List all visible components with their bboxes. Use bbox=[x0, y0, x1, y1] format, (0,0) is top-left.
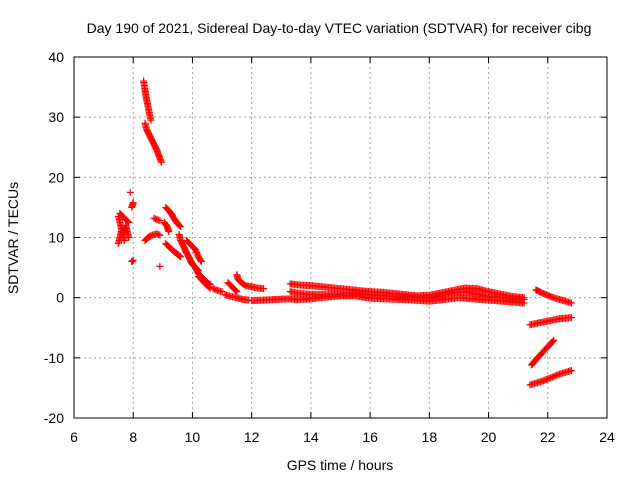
data-point bbox=[567, 299, 575, 307]
x-tick-label: 8 bbox=[129, 429, 137, 445]
data-point bbox=[128, 258, 136, 266]
y-tick-label: 0 bbox=[56, 290, 64, 306]
data-point bbox=[177, 253, 185, 261]
data-point bbox=[550, 372, 558, 380]
data-point bbox=[211, 285, 219, 293]
x-tick-labels: 6 8 10 12 14 16 18 20 22 24 bbox=[70, 429, 615, 445]
data-point bbox=[156, 217, 164, 225]
data-point bbox=[554, 371, 562, 379]
data-point bbox=[539, 377, 547, 385]
data-point bbox=[176, 252, 184, 260]
data-point bbox=[233, 288, 241, 296]
data-point bbox=[547, 374, 555, 382]
data-point bbox=[538, 377, 546, 385]
x-tick-label: 6 bbox=[70, 429, 78, 445]
data-point bbox=[212, 286, 220, 294]
data-point bbox=[197, 258, 205, 266]
y-tick-label: -10 bbox=[44, 350, 64, 366]
data-point bbox=[154, 216, 162, 224]
data-point bbox=[154, 230, 162, 238]
data-point bbox=[549, 337, 557, 345]
x-tick-label: 18 bbox=[422, 429, 438, 445]
data-point bbox=[218, 288, 226, 296]
data-point bbox=[157, 158, 165, 166]
data-point bbox=[156, 262, 164, 270]
x-axis-label: GPS time / hours bbox=[287, 457, 394, 473]
data-point bbox=[150, 214, 158, 222]
data-point bbox=[520, 294, 528, 302]
data-point bbox=[553, 371, 561, 379]
data-point bbox=[544, 291, 552, 299]
y-tick-label: 10 bbox=[48, 230, 64, 246]
data-point bbox=[260, 285, 268, 293]
data-point bbox=[547, 292, 555, 300]
x-tick-label: 22 bbox=[540, 429, 556, 445]
data-point bbox=[567, 314, 575, 322]
data-point bbox=[538, 289, 546, 297]
x-tick-label: 16 bbox=[362, 429, 378, 445]
x-tick-label: 24 bbox=[599, 429, 615, 445]
y-tick-labels: -20 -10 0 10 20 30 40 bbox=[44, 49, 64, 426]
data-point bbox=[542, 291, 550, 299]
data-point bbox=[128, 257, 136, 265]
x-tick-label: 20 bbox=[481, 429, 497, 445]
data-point bbox=[544, 375, 552, 383]
data-points bbox=[114, 77, 575, 389]
data-point bbox=[541, 290, 549, 298]
x-tick-label: 12 bbox=[244, 429, 260, 445]
data-point bbox=[147, 232, 155, 240]
x-tick-label: 10 bbox=[185, 429, 201, 445]
data-point bbox=[177, 223, 185, 231]
data-point bbox=[125, 218, 133, 226]
data-point bbox=[197, 256, 205, 264]
data-point bbox=[120, 237, 128, 245]
data-point bbox=[545, 292, 553, 300]
data-point bbox=[206, 284, 214, 292]
data-point bbox=[209, 285, 217, 293]
data-point bbox=[126, 188, 134, 196]
data-point bbox=[541, 376, 549, 384]
data-point bbox=[551, 372, 559, 380]
data-point bbox=[548, 373, 556, 381]
y-tick-label: -20 bbox=[44, 410, 64, 426]
y-tick-label: 20 bbox=[48, 169, 64, 185]
data-point bbox=[153, 215, 161, 223]
data-point bbox=[567, 366, 575, 374]
data-point bbox=[176, 222, 184, 230]
data-point bbox=[153, 230, 161, 238]
data-point bbox=[232, 287, 240, 295]
data-point bbox=[550, 336, 558, 344]
data-point bbox=[147, 116, 155, 124]
data-point bbox=[539, 289, 547, 297]
data-point bbox=[124, 217, 132, 225]
y-tick-label: 40 bbox=[48, 49, 64, 65]
data-point bbox=[129, 199, 137, 207]
data-point bbox=[151, 215, 159, 223]
data-point bbox=[542, 375, 550, 383]
plot-frame bbox=[73, 56, 608, 419]
data-point bbox=[129, 256, 137, 264]
data-point bbox=[545, 374, 553, 382]
chart-title: Day 190 of 2021, Sidereal Day-to-day VTE… bbox=[87, 20, 592, 36]
data-point bbox=[148, 231, 156, 239]
data-point bbox=[165, 227, 173, 235]
x-tick-label: 14 bbox=[303, 429, 319, 445]
data-point bbox=[548, 293, 556, 301]
data-point bbox=[205, 283, 213, 291]
data-point bbox=[156, 231, 164, 239]
y-tick-label: 30 bbox=[48, 109, 64, 125]
y-axis-label: SDTVAR / TECUs bbox=[5, 182, 21, 294]
